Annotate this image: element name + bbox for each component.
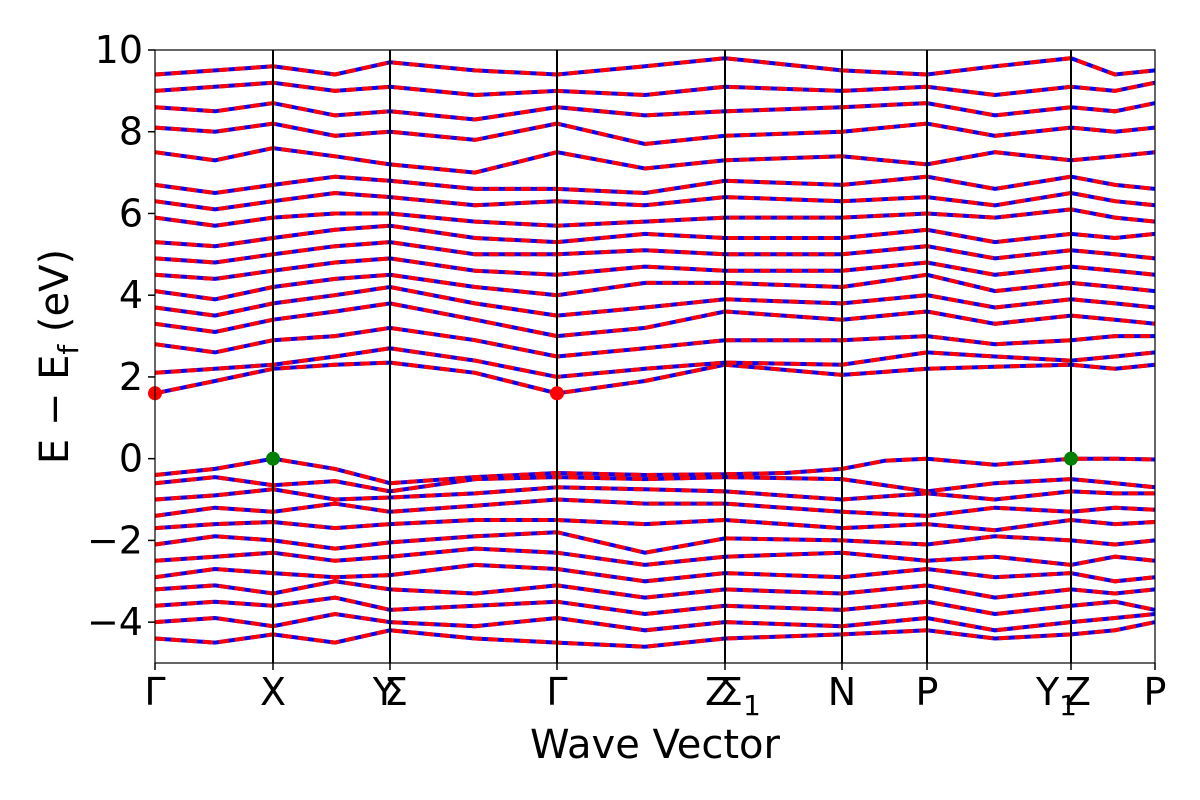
y-tick-label-6: 8: [119, 110, 143, 154]
bands-layer: [154, 56, 1156, 649]
y-axis-title-subscript: f: [52, 344, 85, 355]
x-tick-label-10: Z: [1065, 670, 1091, 714]
vbm-marker-1: [1064, 451, 1078, 466]
band-2-spin-up: [154, 485, 1155, 502]
x-tick-label-11: P: [1144, 670, 1167, 714]
x-tick-label-3: Σ: [384, 670, 408, 714]
band-19-spin-up: [154, 240, 1156, 265]
y-tick-label-0: −4: [87, 600, 143, 644]
y-axis-title-unit: (eV): [32, 249, 78, 345]
x-axis-ticks: Γ X YΣ Γ ZΣ1 N P Y1Z P: [144, 663, 1166, 722]
band-13-spin-up: [154, 346, 1156, 379]
band-23-spin-down: [154, 174, 1156, 196]
band-12-spin-down: [154, 360, 1156, 396]
band-27-spin-down: [154, 80, 1156, 98]
x-tick-label-9: Y1: [1035, 670, 1077, 722]
band-21-spin-up: [154, 207, 1156, 228]
band-27-spin-up: [154, 80, 1156, 98]
x-tick-label-0: Γ: [144, 670, 165, 714]
band-18-spin-up: [154, 256, 1156, 281]
band-1-spin-up: [154, 475, 1156, 494]
band-3-spin-down: [154, 497, 1156, 518]
x-tick-label-4: Γ: [546, 670, 567, 714]
band-14-spin-down: [154, 325, 1155, 359]
x-axis-title: Wave Vector: [530, 722, 781, 768]
y-tick-label-1: −2: [87, 518, 143, 562]
y-axis-title-main: E − E: [32, 355, 78, 465]
band-2-spin-down: [154, 485, 1155, 502]
y-axis-ticks: −4 −2 0 2 4 6 8 10: [87, 28, 155, 644]
y-tick-label-5: 6: [119, 191, 143, 235]
band-22-spin-up: [154, 190, 1156, 212]
band-4-spin-up: [154, 517, 1156, 533]
band-16-spin-down: [154, 284, 1156, 318]
x-tick-label-6: Σ1: [719, 670, 761, 722]
band-25-spin-up: [154, 121, 1156, 147]
band-11-spin-down: [154, 620, 1156, 649]
band-28-spin-down: [154, 56, 1156, 77]
band-0-spin-down: [154, 456, 1156, 486]
cbm-marker-3: [550, 386, 564, 401]
band-19-spin-down: [154, 240, 1156, 265]
plot-frame: [154, 49, 1156, 664]
band-11-spin-up: [154, 620, 1156, 649]
y-tick-label-7: 10: [95, 28, 143, 72]
x-tick-label-7: N: [828, 670, 856, 714]
band-20-spin-down: [154, 223, 1156, 249]
band-edge-markers-layer: [148, 386, 1078, 466]
band-17-spin-up: [154, 272, 1156, 302]
band-28-spin-up: [154, 56, 1156, 77]
band-25-spin-down: [154, 121, 1156, 147]
y-tick-label-3: 2: [119, 355, 143, 399]
band-21-spin-down: [154, 207, 1156, 228]
x-tick-label-1: X: [260, 670, 286, 714]
band-15-spin-down: [154, 301, 1156, 339]
x-tick-label-2: Y: [372, 670, 397, 714]
band-7-spin-up: [154, 562, 1156, 584]
band-18-spin-down: [154, 256, 1156, 281]
band-26-spin-down: [154, 101, 1156, 122]
vbm-marker-0: [266, 451, 280, 466]
band-9-spin-down: [154, 595, 1156, 617]
kpoint-lines-layer: [272, 50, 1072, 663]
y-tick-label-2: 0: [119, 437, 143, 481]
band-22-spin-down: [154, 190, 1156, 212]
band-6-spin-up: [154, 546, 1156, 567]
band-3-spin-up: [154, 497, 1156, 518]
band-20-spin-up: [154, 223, 1156, 249]
band-17-spin-down: [154, 272, 1156, 302]
y-axis-title: E − Ef (eV): [32, 249, 85, 464]
x-tick-label-8: P: [916, 670, 939, 714]
band-10-spin-down: [154, 611, 1156, 633]
band-5-spin-down: [154, 530, 1156, 555]
x-tick-label-5: Z: [705, 670, 731, 714]
y-tick-label-4: 4: [119, 273, 143, 317]
band-4-spin-down: [154, 517, 1156, 533]
band-24-spin-down: [154, 146, 1156, 175]
band-13-spin-down: [154, 346, 1156, 379]
band-8-spin-down: [154, 579, 1156, 600]
band-7-spin-down: [154, 562, 1156, 584]
